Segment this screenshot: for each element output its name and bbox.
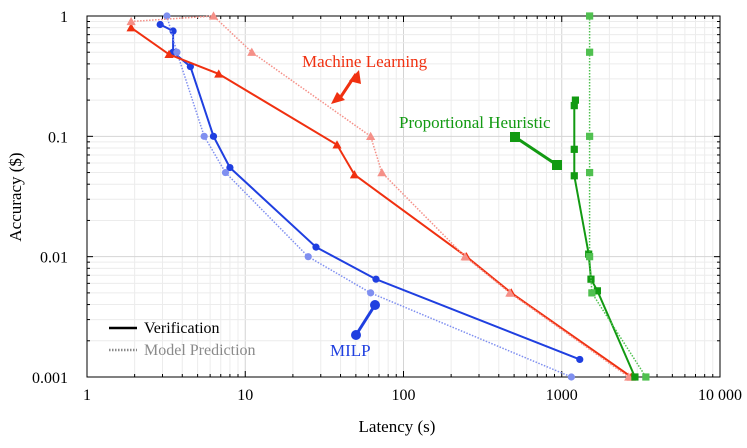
series-milp-model-prediction — [163, 12, 575, 381]
y-tick-label: 0.01 — [40, 250, 68, 267]
data-point — [163, 12, 171, 20]
annotation-proportional-heuristic: Proportional Heuristic — [399, 113, 551, 132]
data-point — [226, 163, 234, 172]
x-tick-label: 100 — [392, 387, 416, 404]
data-point — [624, 372, 634, 381]
data-point — [209, 132, 218, 140]
data-point — [173, 48, 181, 56]
data-point — [349, 170, 360, 179]
data-point — [587, 275, 595, 283]
data-point — [247, 47, 257, 56]
data-point — [505, 288, 515, 297]
series-machine-learning-model-prediction — [126, 11, 634, 381]
data-point — [156, 20, 164, 29]
x-tick-label: 10 — [237, 387, 253, 404]
data-point — [642, 373, 650, 381]
annotation-machine-learning: Machine Learning — [302, 52, 428, 71]
data-point — [126, 23, 136, 32]
data-point — [586, 48, 594, 56]
series-group — [126, 11, 650, 381]
data-point — [631, 373, 639, 381]
data-point — [332, 140, 342, 149]
x-tick-label: 10 000 — [698, 387, 742, 404]
y-tick-label: 0.001 — [32, 370, 68, 387]
data-point — [570, 102, 578, 110]
legend-label-verification: Verification — [144, 320, 220, 337]
data-point — [312, 243, 320, 251]
y-axis-title: Accuracy ($) — [6, 152, 25, 241]
data-point — [571, 96, 580, 104]
y-tick-label: 0.1 — [48, 129, 68, 146]
x-tick-label: 1 — [83, 387, 91, 404]
legend-label-model-prediction: Model Prediction — [144, 342, 256, 359]
y-tick-label: 1 — [60, 9, 68, 26]
series-line — [130, 26, 632, 378]
data-point — [367, 289, 375, 297]
tick-marks — [86, 16, 720, 378]
annotation-ph-arrow — [510, 132, 562, 170]
data-point — [586, 12, 594, 20]
data-point — [586, 253, 594, 261]
data-point — [221, 168, 230, 177]
series-milp-verification — [156, 20, 584, 364]
series-proportional-heuristic-model-prediction — [586, 12, 650, 381]
series-line — [131, 15, 630, 378]
data-point — [208, 11, 219, 20]
data-point — [164, 49, 174, 59]
x-axis-title: Latency (s) — [359, 417, 436, 436]
data-point — [567, 373, 575, 381]
annotation-ml-arrow — [331, 70, 361, 104]
data-point — [372, 275, 380, 283]
data-point — [126, 16, 136, 26]
data-point — [570, 172, 578, 180]
data-point — [460, 252, 470, 261]
data-point — [586, 132, 594, 140]
data-point — [593, 287, 602, 295]
annotation-milp-arrow — [351, 300, 380, 340]
series-machine-learning-verification — [126, 23, 636, 381]
data-point — [169, 27, 177, 35]
data-point — [586, 168, 594, 177]
x-tick-label: 1000 — [546, 387, 578, 404]
data-point — [377, 167, 387, 177]
legend: Verification Model Prediction — [109, 320, 256, 359]
data-point — [304, 253, 312, 261]
data-point — [588, 289, 596, 297]
data-point — [200, 132, 208, 140]
annotation-milp: MILP — [330, 341, 371, 360]
data-point — [186, 62, 194, 71]
data-point — [576, 355, 584, 364]
data-point — [214, 69, 224, 78]
data-point — [366, 131, 376, 141]
data-point — [570, 145, 578, 153]
